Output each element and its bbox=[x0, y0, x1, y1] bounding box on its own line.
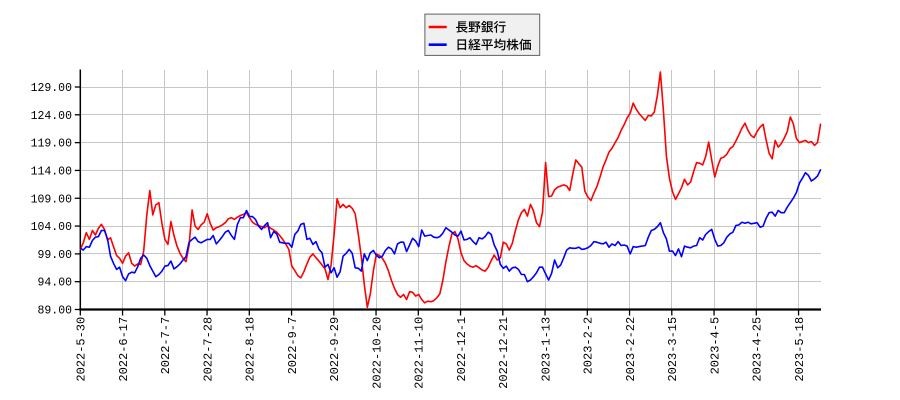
svg-text:94.00: 94.00 bbox=[37, 277, 72, 290]
svg-text:2023-3-15: 2023-3-15 bbox=[666, 317, 680, 382]
svg-text:2022-9-29: 2022-9-29 bbox=[328, 317, 342, 382]
svg-text:124.00: 124.00 bbox=[31, 110, 73, 123]
svg-text:2022-12-1: 2022-12-1 bbox=[455, 317, 469, 382]
svg-text:99.00: 99.00 bbox=[37, 249, 72, 262]
svg-text:2022-11-10: 2022-11-10 bbox=[413, 317, 427, 389]
svg-text:2023-4-5: 2023-4-5 bbox=[708, 317, 722, 375]
svg-text:2022-10-20: 2022-10-20 bbox=[370, 317, 384, 389]
svg-text:119.00: 119.00 bbox=[31, 138, 73, 151]
svg-text:89.00: 89.00 bbox=[37, 305, 72, 318]
svg-text:114.00: 114.00 bbox=[31, 165, 73, 178]
svg-text:2022-7-28: 2022-7-28 bbox=[201, 317, 215, 382]
svg-text:2022-5-30: 2022-5-30 bbox=[75, 317, 89, 382]
svg-text:2023-5-18: 2023-5-18 bbox=[793, 317, 807, 382]
svg-text:2023-2-22: 2023-2-22 bbox=[624, 317, 638, 382]
svg-text:109.00: 109.00 bbox=[31, 193, 73, 206]
svg-text:2023-4-25: 2023-4-25 bbox=[751, 317, 765, 382]
svg-text:129.00: 129.00 bbox=[31, 82, 73, 95]
svg-text:2022-7-7: 2022-7-7 bbox=[159, 317, 173, 375]
svg-text:2023-2-2: 2023-2-2 bbox=[582, 317, 596, 375]
svg-text:2022-8-18: 2022-8-18 bbox=[244, 317, 258, 382]
svg-text:104.00: 104.00 bbox=[31, 221, 73, 234]
svg-text:2022-9-7: 2022-9-7 bbox=[286, 317, 300, 375]
svg-text:2023-1-13: 2023-1-13 bbox=[539, 317, 553, 382]
svg-text:2022-12-21: 2022-12-21 bbox=[497, 317, 511, 389]
svg-text:2022-6-17: 2022-6-17 bbox=[117, 317, 131, 382]
